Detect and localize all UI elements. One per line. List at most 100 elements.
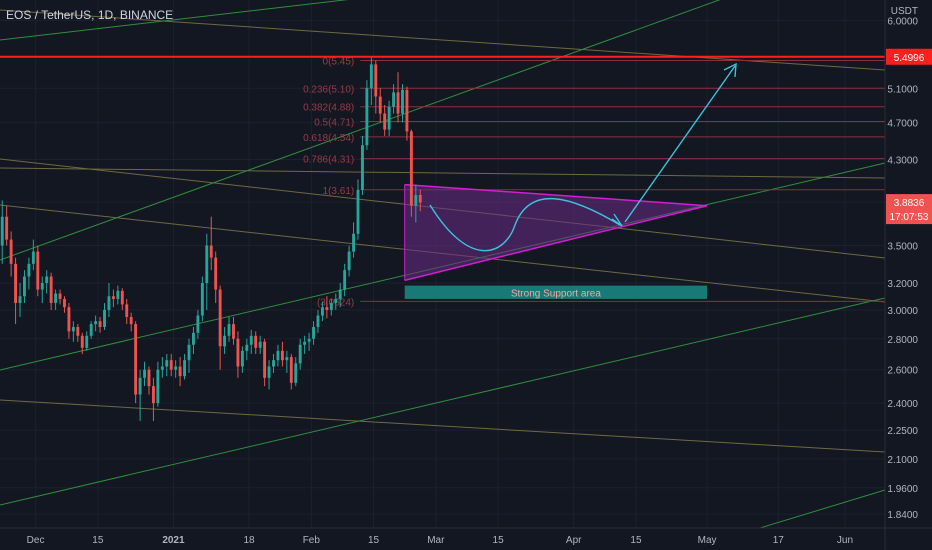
candle-body bbox=[80, 335, 84, 348]
candle-body bbox=[63, 298, 66, 308]
channel-line-tan bbox=[0, 9, 886, 71]
candle-body bbox=[116, 290, 120, 299]
channel-line-green bbox=[759, 489, 886, 529]
candle-body bbox=[125, 304, 129, 317]
candle-body bbox=[218, 289, 222, 347]
candle-body bbox=[352, 233, 356, 252]
triangle-lower-line bbox=[404, 205, 708, 282]
candle-body bbox=[129, 316, 133, 325]
fib-level-label: 0.786(4.31) bbox=[303, 155, 354, 166]
time-tick-label: 18 bbox=[243, 535, 255, 546]
candle-body bbox=[151, 386, 155, 404]
time-tick-label: Apr bbox=[566, 535, 582, 546]
price-tick-label: 1.9600 bbox=[887, 484, 918, 495]
breakout-arrowhead bbox=[723, 62, 737, 78]
candle-body bbox=[418, 195, 422, 203]
projected-path bbox=[429, 198, 621, 252]
fibonacci-retracement: 0(5.45) 0.236(5.10) 0.382(4.88) 0.5(4.71) 0.… bbox=[303, 57, 885, 308]
price-tick-label: 5.1000 bbox=[887, 84, 918, 95]
resistance-price-tag bbox=[886, 48, 932, 65]
candle-body bbox=[49, 276, 53, 304]
candle-body bbox=[280, 350, 284, 361]
candle-body bbox=[361, 145, 364, 190]
fib-level-label: 0(5.45) bbox=[323, 57, 355, 68]
fib-level-label: 0.236(5.10) bbox=[303, 84, 354, 95]
candle-body bbox=[103, 309, 106, 327]
candle-body bbox=[378, 96, 382, 114]
price-axis-panel bbox=[885, 0, 932, 550]
resistance-price-text: 5.4996 bbox=[894, 53, 925, 64]
symbol-title[interactable]: EOS / TetherUS, 1D, BINANCE bbox=[6, 8, 174, 22]
candle-body bbox=[138, 377, 142, 395]
currency-label: USDT bbox=[890, 6, 918, 17]
candle-body bbox=[294, 363, 298, 383]
candle-body bbox=[0, 216, 4, 246]
candle-body bbox=[31, 251, 35, 264]
candle-body bbox=[272, 360, 275, 367]
time-tick-label: 17 bbox=[773, 535, 785, 546]
candle-body bbox=[334, 298, 338, 304]
support-zone-label: Strong Support area bbox=[511, 288, 601, 299]
time-tick-label: Dec bbox=[27, 535, 45, 546]
time-tick-label: Jun bbox=[837, 535, 853, 546]
candle-body bbox=[240, 350, 244, 367]
fib-level-label: 0.382(4.88) bbox=[303, 103, 354, 114]
candle-body bbox=[120, 290, 124, 305]
price-tick-label: 2.6000 bbox=[887, 366, 918, 377]
candle-body bbox=[160, 366, 164, 370]
candle-body bbox=[14, 263, 18, 304]
candles bbox=[0, 56, 422, 421]
candle-body bbox=[316, 315, 320, 327]
triangle-fill bbox=[404, 184, 708, 281]
candle-body bbox=[192, 332, 195, 345]
time-tick-label: 15 bbox=[368, 535, 380, 546]
candle-body bbox=[414, 195, 418, 206]
candle-body bbox=[200, 282, 204, 316]
candle-body bbox=[383, 113, 387, 130]
candle-body bbox=[40, 282, 44, 290]
candle-body bbox=[183, 360, 187, 377]
price-tick-label: 6.0000 bbox=[887, 16, 918, 27]
candle-body bbox=[245, 344, 249, 351]
candle-body bbox=[71, 326, 75, 332]
candle-body bbox=[67, 307, 71, 332]
candle-body bbox=[325, 307, 329, 310]
candle-body bbox=[320, 307, 324, 316]
candle-body bbox=[187, 344, 191, 361]
candle-body bbox=[98, 321, 102, 327]
candle-body bbox=[169, 360, 173, 370]
candle-body bbox=[36, 251, 40, 290]
candle-body bbox=[392, 92, 396, 107]
grid-lines bbox=[0, 0, 885, 528]
candle-body bbox=[267, 366, 271, 378]
current-price-tag bbox=[886, 194, 932, 225]
fib-level-label: 0.5(4.71) bbox=[314, 118, 354, 129]
candle-body bbox=[147, 369, 151, 387]
candle-body bbox=[107, 296, 111, 310]
time-tick-label: 15 bbox=[630, 535, 642, 546]
support-zone-layer: Strong Support area bbox=[404, 285, 708, 299]
candle-body bbox=[409, 131, 413, 206]
candle-body bbox=[338, 289, 342, 299]
candle-body bbox=[329, 303, 333, 310]
current-price-text: 3.8836 bbox=[894, 198, 925, 209]
fib-level-label: 0.618(4.54) bbox=[303, 133, 354, 144]
candle-body bbox=[45, 276, 49, 283]
candle-body bbox=[285, 357, 289, 361]
candle-body bbox=[9, 239, 13, 264]
annotations bbox=[0, 55, 885, 252]
price-tick-label: 2.8000 bbox=[887, 335, 918, 346]
countdown-text: 17:07:53 bbox=[890, 212, 929, 223]
candle-body bbox=[312, 326, 315, 339]
channel-line-tan bbox=[0, 399, 886, 453]
projected-path-arrowhead bbox=[611, 213, 623, 227]
channel-line-green bbox=[0, 297, 886, 506]
candle-body bbox=[258, 341, 262, 348]
candle-body bbox=[89, 324, 93, 336]
candle-body bbox=[134, 324, 138, 395]
candle-body bbox=[143, 369, 146, 378]
channel-line-green bbox=[0, 0, 721, 261]
time-axis-panel bbox=[0, 528, 932, 550]
candle-body bbox=[307, 338, 311, 342]
